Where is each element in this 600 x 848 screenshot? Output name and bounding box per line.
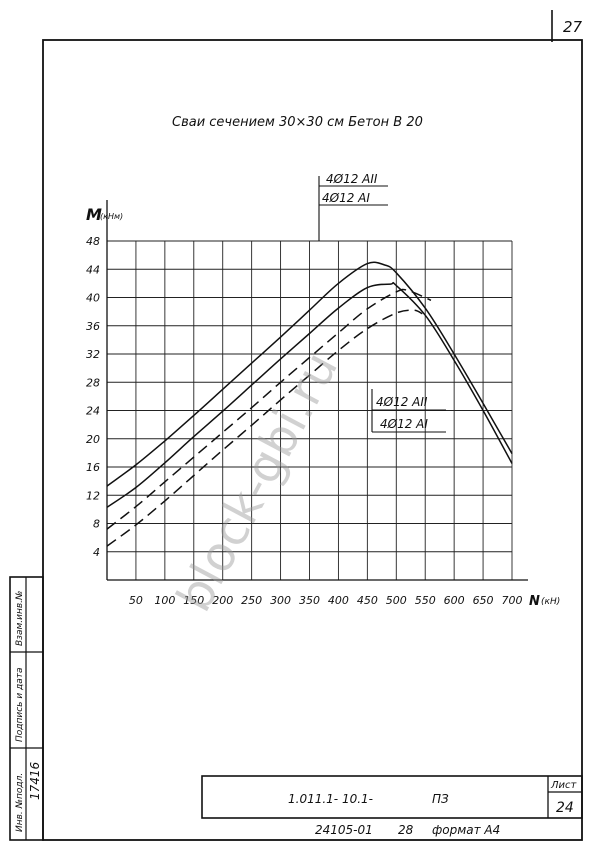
y-tick-label: 28 [86, 376, 100, 389]
x-tick-label: 600 [444, 594, 465, 607]
legend-right-item-2: 4Ø12 АI [380, 417, 428, 431]
y-tick-label: 24 [86, 405, 100, 418]
series-line-4 [106, 309, 423, 547]
x-tick-label: 400 [328, 594, 349, 607]
x-tick-label: 250 [241, 594, 262, 607]
page-number: 27 [563, 18, 583, 36]
series-line-1 [106, 261, 513, 487]
legend-top-item-2: 4Ø12 АI [322, 191, 370, 205]
chart-title: Сваи сечением 30×30 см Бетон В 20 [172, 115, 423, 130]
x-tick-label: 550 [415, 594, 436, 607]
doc-code: ПЗ [432, 792, 449, 806]
series-line-3 [106, 288, 432, 530]
y-tick-label: 12 [86, 489, 100, 502]
side-label-replaced: Взам.инв.№ [15, 591, 25, 646]
side-label-inv: Инв. №подл. [15, 773, 25, 832]
side-label-signature: Подпись и дата [15, 667, 25, 742]
x-tick-label: 500 [386, 594, 407, 607]
x-tick-label: 50 [129, 594, 143, 607]
legend-right-item-1: 4Ø12 АII [376, 395, 428, 409]
chart-grid [106, 200, 528, 581]
x-tick-label: 700 [502, 594, 523, 607]
y-tick-label: 32 [86, 348, 100, 361]
y-tick-label: 16 [86, 461, 100, 474]
x-tick-label: 350 [299, 594, 320, 607]
sheet-number: 24 [556, 800, 574, 816]
y-tick-label: 4 [93, 546, 100, 559]
bottom-number: 28 [398, 823, 414, 837]
legend-top: 4Ø12 АII 4Ø12 АI [318, 172, 388, 241]
sheet-label: Лист [550, 780, 578, 791]
x-tick-label: 200 [212, 594, 233, 607]
chart-ticks: 50 100 150 200 250 300 350 400 450 500 550 600 650 70… [86, 235, 523, 607]
inventory-number: 17416 [28, 761, 42, 800]
y-tick-label: 36 [86, 320, 100, 333]
chart-series [106, 261, 513, 547]
x-tick-label: 650 [473, 594, 494, 607]
legend-top-item-1: 4Ø12 АII [326, 172, 378, 186]
y-tick-label: 40 [86, 292, 100, 305]
x-tick-label: 450 [357, 594, 378, 607]
x-tick-label: 100 [154, 594, 175, 607]
designation: 1.011.1- 10.1- [288, 792, 373, 806]
y-tick-label: 20 [86, 433, 100, 446]
x-axis-label: N [529, 594, 540, 609]
legend-right: 4Ø12 АII 4Ø12 АI [371, 389, 446, 433]
y-tick-label: 8 [93, 518, 100, 531]
y-axis-label: M [86, 205, 102, 224]
bottom-code: 24105-01 [315, 823, 373, 837]
title-block: 1.011.1- 10.1- ПЗ Лист 24 24105-01 28 фо… [201, 775, 583, 837]
format-label: формат А4 [432, 823, 500, 837]
x-axis-unit: (кН) [541, 597, 560, 607]
title-block-box [201, 775, 583, 819]
x-tick-label: 300 [270, 594, 291, 607]
y-tick-label: 48 [86, 235, 100, 248]
x-tick-label: 150 [183, 594, 204, 607]
side-stamp: Инв. №подл. Подпись и дата Взам.инв.№ 17… [9, 576, 44, 841]
sheet-frame [42, 39, 583, 841]
y-tick-label: 44 [86, 263, 100, 276]
y-axis-unit: (кНм) [100, 212, 123, 221]
series-line-2 [106, 281, 513, 508]
